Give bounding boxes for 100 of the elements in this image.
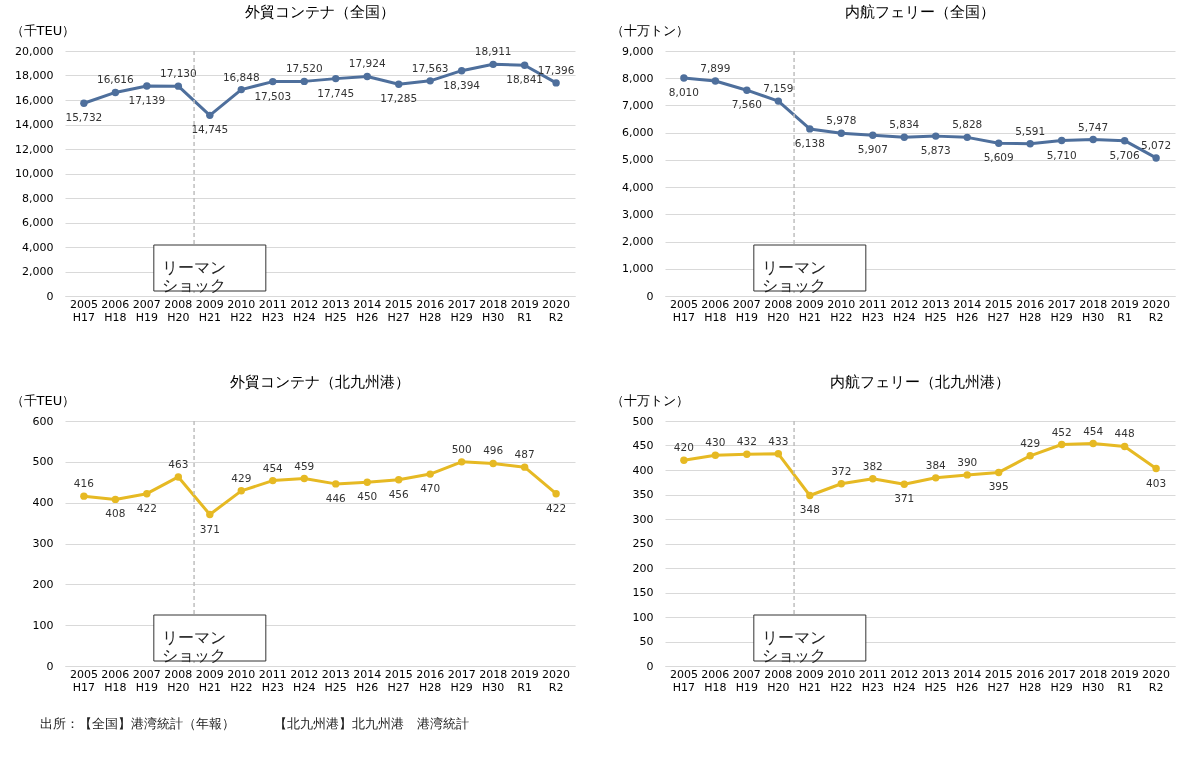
point	[900, 133, 908, 141]
point	[932, 474, 940, 482]
data-label: 17,503	[254, 89, 292, 102]
point	[174, 82, 183, 90]
y-tick-label: 500	[632, 414, 654, 428]
point	[426, 470, 434, 478]
data-label: 456	[388, 487, 410, 500]
x-tick-label: 2009 H21	[795, 667, 824, 694]
point	[1026, 140, 1034, 148]
data-label: 5,978	[826, 114, 857, 127]
y-tick-label: 250	[632, 537, 654, 550]
x-tick-label: 2005 H17	[69, 667, 98, 694]
y-tick-label: 200	[32, 577, 54, 591]
data-label: 432	[736, 435, 757, 448]
x-tick-label: 2016 H28	[1016, 297, 1045, 324]
y-tick-label: 16,000	[15, 93, 54, 107]
point	[711, 77, 720, 85]
ref-line-label: リーマンショック	[762, 628, 827, 665]
data-label: 17,520	[285, 62, 323, 75]
x-tick-label: 2011 H23	[258, 667, 287, 694]
x-tick-label: 2020 R2	[1142, 667, 1171, 694]
x-tick-label: 2008 H20	[764, 297, 793, 324]
y-tick-label: 450	[632, 439, 654, 452]
x-tick-label: 2006 H18	[701, 667, 730, 694]
data-label: 429	[1020, 436, 1041, 449]
x-tick-label: 2010 H22	[827, 297, 856, 324]
point	[900, 480, 908, 488]
point	[1120, 136, 1129, 145]
y-tick-label: 0	[46, 289, 54, 303]
y-tick-label: 6,000	[22, 216, 54, 229]
data-label: 372	[831, 464, 852, 477]
x-tick-label: 2010 H22	[827, 667, 856, 694]
y-axis-title: （十万トン）	[610, 22, 689, 38]
point	[300, 77, 308, 86]
data-label: 408	[105, 507, 126, 520]
chart-title: 内航フェリー（全国）	[845, 3, 995, 21]
point	[363, 72, 371, 81]
point	[1057, 136, 1066, 145]
point	[237, 487, 245, 495]
data-label: 18,394	[443, 78, 481, 91]
point	[426, 77, 434, 85]
x-tick-label: 2007 H19	[732, 667, 761, 694]
y-tick-label: 5,000	[622, 153, 654, 167]
x-tick-label: 2019 R1	[510, 297, 539, 324]
y-tick-label: 300	[32, 537, 54, 550]
x-tick-label: 2016 H28	[416, 667, 445, 694]
data-label: 17,139	[128, 94, 166, 107]
point	[1089, 135, 1097, 144]
y-tick-label: 300	[632, 512, 654, 526]
y-tick-label: 8,000	[22, 191, 54, 205]
y-tick-label: 400	[32, 496, 54, 510]
y-tick-label: 50	[639, 635, 654, 648]
x-tick-label: 2006 H18	[101, 297, 130, 324]
point	[806, 491, 814, 500]
x-tick-label: 2014 H26	[353, 667, 382, 694]
data-label: 7,899	[700, 61, 731, 74]
x-tick-label: 2008 H20	[164, 297, 193, 324]
x-tick-label: 2017 H29	[1047, 297, 1076, 324]
x-tick-label: 2005 H17	[669, 667, 698, 694]
x-tick-label: 2013 H25	[321, 667, 350, 694]
point	[806, 125, 814, 133]
x-tick-label: 2019 R1	[1110, 297, 1139, 324]
point	[963, 471, 971, 479]
ref-line-label: リーマンショック	[762, 258, 827, 295]
data-label: 470	[420, 482, 441, 495]
y-tick-label: 9,000	[622, 44, 654, 58]
x-tick-label: 2005 H17	[69, 297, 98, 324]
point	[1152, 154, 1160, 162]
point	[774, 450, 783, 458]
point	[552, 489, 560, 498]
x-tick-label: 2011 H23	[858, 297, 887, 324]
y-axis-title: （千TEU）	[10, 392, 76, 408]
point	[80, 492, 88, 500]
point	[143, 489, 151, 498]
x-tick-label: 2015 H27	[984, 667, 1013, 694]
data-label: 420	[673, 441, 694, 454]
data-label: 17,130	[159, 67, 197, 80]
point	[206, 510, 214, 519]
y-tick-label: 6,000	[622, 126, 654, 140]
data-label: 17,745	[317, 86, 355, 99]
data-label: 14,745	[191, 123, 229, 136]
point	[489, 459, 497, 468]
point	[1057, 440, 1066, 449]
data-label: 459	[294, 459, 315, 472]
ref-line-label: リーマンショック	[162, 258, 227, 295]
x-tick-label: 2007 H19	[132, 667, 161, 694]
data-label: 5,873	[920, 144, 951, 157]
point	[520, 463, 529, 471]
x-tick-label: 2014 H26	[953, 667, 982, 694]
chart-title: 外貿コンテナ（全国）	[245, 3, 395, 21]
data-label: 17,396	[537, 63, 575, 76]
point	[680, 74, 688, 82]
point	[80, 99, 88, 107]
x-tick-label: 2019 R1	[1110, 667, 1139, 694]
data-label: 5,609	[983, 151, 1014, 164]
x-tick-label: 2015 H27	[384, 667, 413, 694]
data-label: 5,834	[889, 118, 920, 131]
point	[869, 475, 877, 483]
point	[1026, 452, 1034, 460]
x-tick-label: 2017 H29	[1047, 667, 1076, 694]
